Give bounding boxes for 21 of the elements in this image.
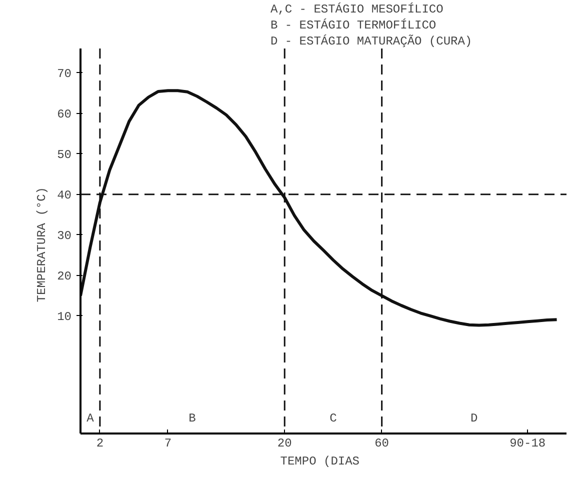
y-axis-title: TEMPERATURA (°C) [35, 186, 50, 302]
y-tick-label: 40 [57, 188, 72, 202]
y-tick-label: 60 [57, 107, 72, 122]
annotation: B [188, 412, 196, 426]
x-tick-label: 2 [96, 436, 104, 450]
x-tick-label: 60 [374, 436, 390, 450]
x-axis-title: TEMPO (DIAS [280, 454, 360, 468]
y-tick-label: 20 [57, 269, 72, 284]
x-tick-label: 20 [277, 436, 292, 450]
x-tick-label: 90-18 [510, 436, 546, 450]
annotation: D [470, 412, 478, 426]
text: A,C - ESTÁGIO MESOFÍLICO [270, 2, 444, 16]
annotation: C [330, 412, 337, 426]
y-tick-label: 10 [57, 310, 72, 324]
y-tick-label: 30 [57, 228, 72, 243]
y-tick-label: 50 [57, 148, 72, 162]
y-tick-label: 70 [57, 66, 72, 81]
annotation: D - ESTÁGIO MATURAÇÃO (CURA) [270, 34, 472, 48]
x-tick-label: 7 [164, 436, 172, 450]
text: B - ESTÁGIO TERMOFÍLICO [270, 18, 436, 32]
annotation: A [86, 412, 95, 426]
